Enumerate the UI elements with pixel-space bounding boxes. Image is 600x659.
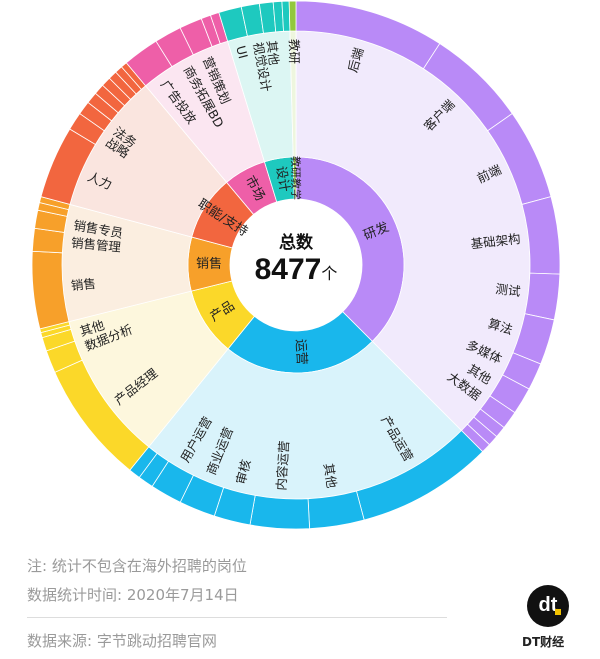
category-label: 销售 <box>196 256 222 272</box>
subcategory-label: 销售 <box>70 276 96 293</box>
subcategory-label: 审核 <box>233 457 254 485</box>
dt-logo: dt <box>527 585 569 627</box>
data-source: 数据来源: 字节跳动招聘官网 <box>27 632 217 650</box>
category-label: 教研教学 <box>289 156 304 200</box>
subcategory-segment <box>281 0 291 32</box>
category-label: 设计 <box>273 165 292 193</box>
divider <box>27 617 447 618</box>
subcategory-label: 其他 <box>321 462 340 490</box>
category-label: 运营 <box>292 338 308 365</box>
subcategory-label: 基础架构 <box>470 231 521 252</box>
subcategory-label: 教研 <box>287 39 302 64</box>
sunburst-chart: 后端客户端前端基础架构测试算法多媒体其他大数据研发产品运营其他内容运营审核商业运… <box>31 0 561 530</box>
brand-name: DT财经 <box>522 635 565 649</box>
subcategory-label: 其他 <box>78 317 107 339</box>
subcategory-label: UI <box>233 44 251 60</box>
logo-text: dt <box>538 594 558 616</box>
subcategory-label: 算法 <box>486 316 514 338</box>
subcategory-label: 其他 <box>264 39 282 66</box>
total-label: 总数 <box>279 233 313 253</box>
subcategory-segment <box>249 494 311 530</box>
footnote: 注: 统计不包含在海外招聘的岗位 <box>27 557 247 575</box>
subcategory-label: 后端 <box>345 46 366 74</box>
total-unit: 个 <box>321 264 338 283</box>
subcategory-label: 销售管理 <box>70 235 122 255</box>
data-date: 数据统计时间: 2020年7月14日 <box>27 586 239 604</box>
total-value: 8477 <box>254 253 322 286</box>
subcategory-segment <box>524 272 561 321</box>
subcategory-label: 测试 <box>495 281 522 299</box>
subcategory-segment <box>288 0 297 32</box>
subcategory-label: 内容运营 <box>274 440 292 491</box>
total-display: 总数 8477个 <box>236 228 356 287</box>
